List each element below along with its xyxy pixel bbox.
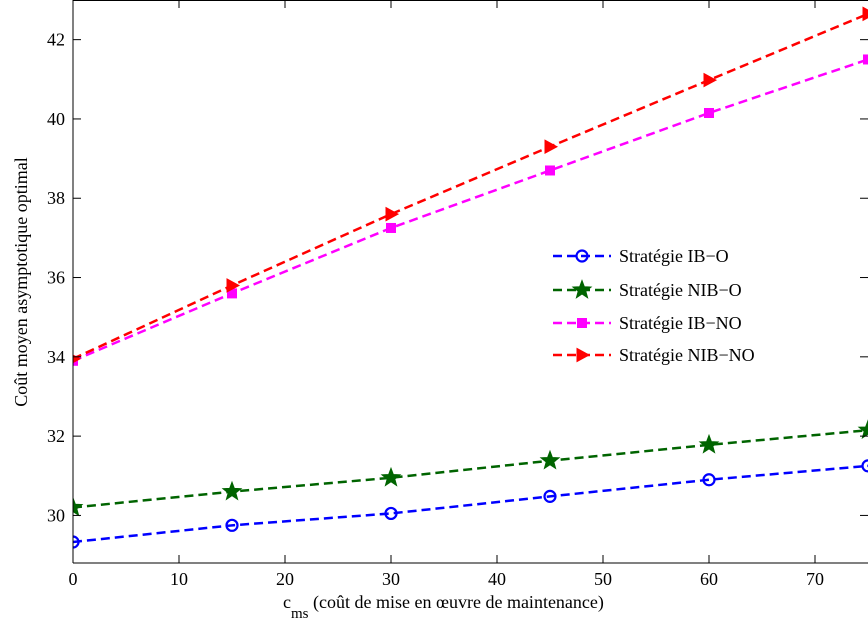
x-tick-label: 0	[69, 569, 78, 589]
data-point	[385, 206, 400, 222]
legend-marker	[577, 318, 587, 328]
legend: Stratégie IB−O Stratégie NIB−O Stratégie I…	[543, 231, 839, 373]
x-tick-label: 10	[170, 569, 188, 589]
data-point	[226, 278, 241, 293]
y-tick-label: 42	[47, 30, 65, 50]
x-axis-label-sub: ms	[291, 606, 309, 622]
data-point	[543, 489, 557, 503]
data-point	[545, 165, 555, 176]
series-line	[73, 58, 868, 362]
data-point	[703, 72, 718, 88]
legend-label: Stratégie NIB−O	[619, 280, 742, 300]
y-tick-label: 40	[47, 109, 65, 129]
data-point	[539, 449, 561, 470]
data-point	[73, 535, 80, 549]
x-axis-label-rest: (coût de mise en œuvre de maintenance)	[309, 592, 604, 613]
x-tick-label: 60	[700, 569, 718, 589]
y-tick-label: 34	[47, 347, 65, 367]
series-3	[73, 54, 868, 366]
y-tick-label: 32	[47, 426, 65, 446]
x-tick-label: 30	[382, 569, 400, 589]
x-axis-label: cms (coût de mise en œuvre de maintenanc…	[283, 592, 604, 622]
data-point	[857, 419, 868, 440]
data-point	[704, 107, 714, 118]
series-line	[73, 428, 868, 509]
x-tick-label: 40	[488, 569, 506, 589]
legend-item: Stratégie IB−NO	[553, 313, 742, 333]
data-point	[225, 518, 239, 532]
legend-marker	[575, 249, 589, 263]
legend-box	[543, 231, 839, 373]
data-point	[544, 139, 559, 155]
legend-label: Stratégie NIB−NO	[619, 345, 755, 365]
data-point	[380, 466, 402, 487]
series-line	[73, 12, 868, 360]
data-point	[386, 222, 396, 233]
series-1	[73, 459, 868, 549]
data-point	[221, 480, 243, 501]
legend-label: Stratégie IB−NO	[619, 313, 742, 333]
y-tick-label: 38	[47, 188, 65, 208]
data-point	[384, 506, 398, 521]
legend-item: Stratégie NIB−NO	[553, 345, 755, 365]
x-tick-label: 20	[276, 569, 294, 589]
legend-item: Stratégie NIB−O	[553, 279, 742, 300]
legend-item: Stratégie IB−O	[553, 246, 729, 266]
legend-marker	[571, 279, 593, 299]
data-point	[698, 433, 720, 454]
x-tick-label: 50	[594, 569, 612, 589]
series-4	[73, 6, 868, 364]
data-point	[702, 473, 716, 487]
data-point	[863, 54, 868, 65]
data-point	[862, 6, 868, 22]
legend-label: Stratégie IB−O	[619, 246, 729, 266]
y-tick-label: 36	[47, 268, 65, 288]
series-line	[73, 464, 868, 544]
series-2	[73, 419, 868, 517]
data-point	[73, 496, 84, 517]
x-axis-label-main: c	[283, 592, 291, 612]
x-tick-label: 70	[806, 569, 824, 589]
y-axis-label: Coût moyen asymptotique optimal	[11, 157, 31, 406]
data-point	[861, 459, 868, 473]
y-tick-label: 30	[47, 505, 65, 525]
legend-marker	[576, 347, 591, 363]
